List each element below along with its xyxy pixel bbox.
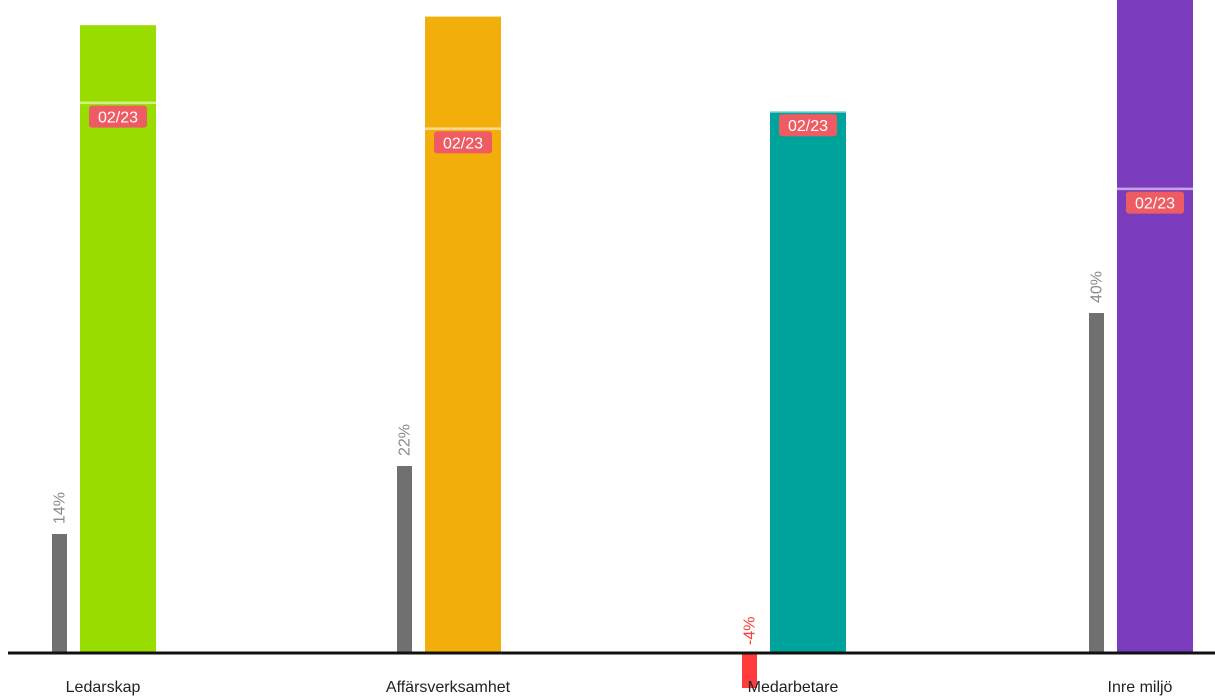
change-value-label: -4% (742, 617, 759, 645)
change-value-label: 22% (397, 424, 414, 456)
category-label: Inre miljö (1108, 679, 1173, 696)
change-bar (397, 466, 412, 653)
marker-line (1117, 187, 1193, 191)
score-bar (80, 25, 156, 653)
change-bar (1089, 313, 1104, 653)
category-label: Ledarskap (66, 679, 141, 696)
change-bar (742, 654, 757, 688)
score-bar (425, 16, 501, 654)
marker-line (425, 127, 501, 130)
marker-badge (434, 131, 492, 154)
change-value-label: 40% (1089, 271, 1106, 303)
change-value-label: 14% (52, 492, 69, 524)
marker-badge-label: 02/23 (443, 135, 483, 152)
labels-layer: 14% 02/23 Ledarskap 22% 02/23 Affärsverksamhe… (52, 105, 1184, 696)
marker-badge (1126, 191, 1184, 214)
marker-badge-label: 02/23 (788, 118, 828, 135)
marker-badge-label: 02/23 (1135, 196, 1175, 213)
bars-layer (52, 0, 1193, 688)
change-bar (52, 534, 67, 653)
marker-line (770, 110, 846, 113)
score-bar (1117, 0, 1193, 653)
marker-line (80, 101, 156, 105)
category-label: Affärsverksamhet (386, 679, 511, 696)
category-label: Medarbetare (748, 679, 839, 696)
marker-badge-label: 02/23 (98, 110, 138, 127)
score-bar (770, 111, 846, 653)
marker-badge (89, 105, 147, 128)
marker-badge (779, 114, 837, 137)
